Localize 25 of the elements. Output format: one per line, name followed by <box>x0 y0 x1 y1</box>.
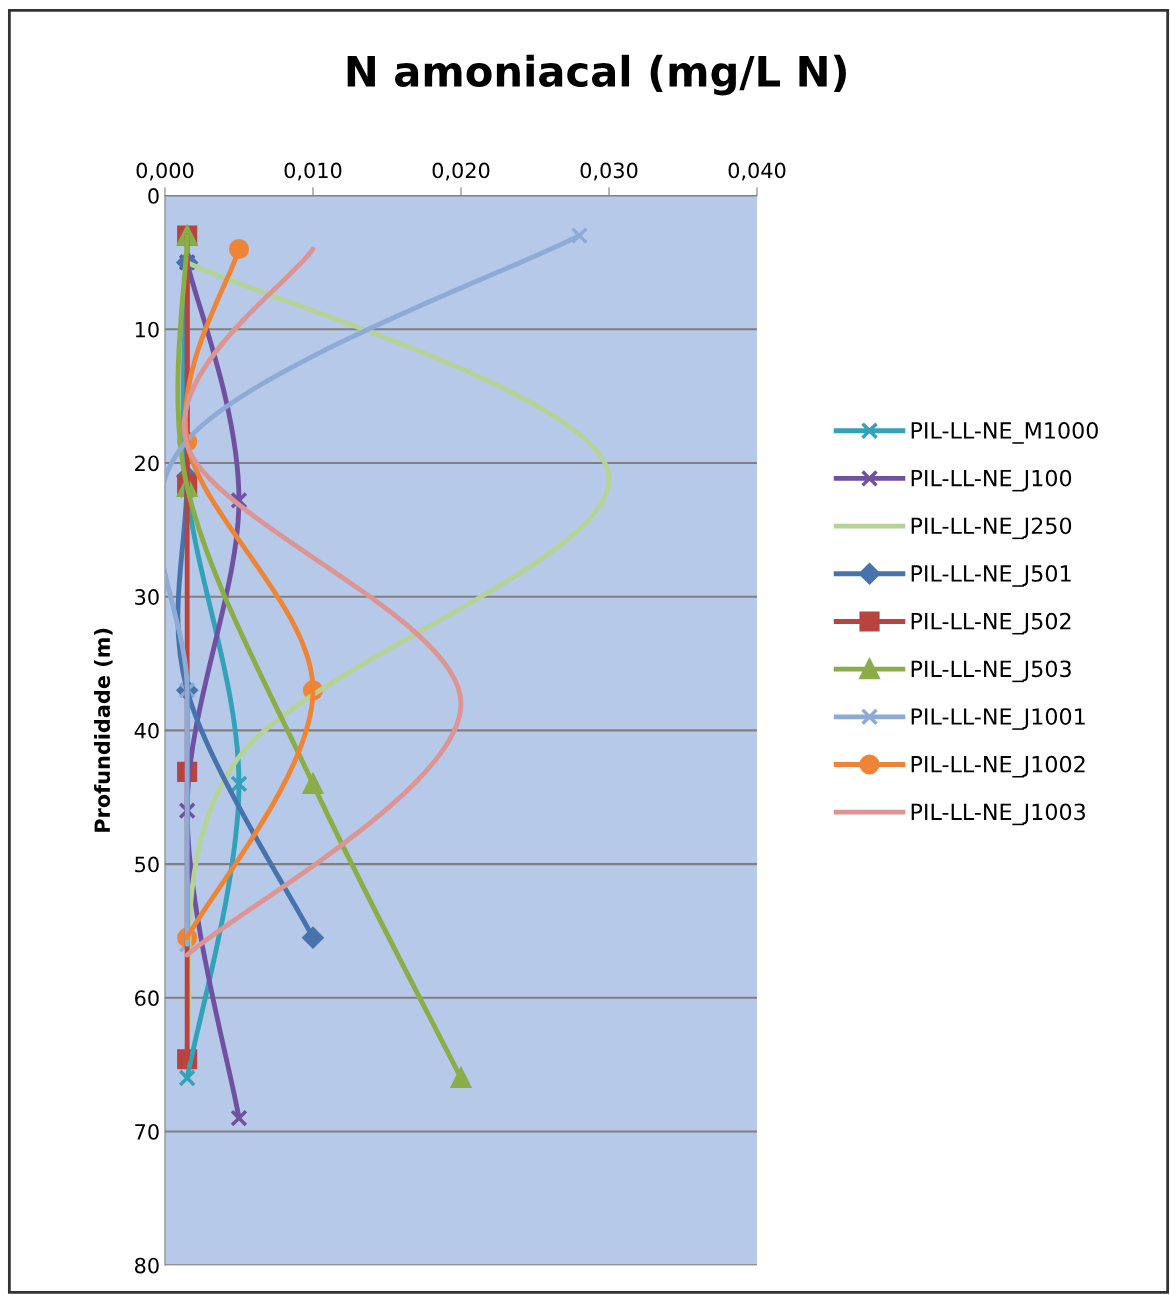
x-tick-label: 0,040 <box>728 162 786 181</box>
y-tick-label: 10 <box>135 321 159 338</box>
y-tick-label: 40 <box>134 722 159 739</box>
legend-label: PIL-LL-NE_J1003 <box>911 803 1085 826</box>
y-tick-label: 70 <box>135 1123 159 1140</box>
x-tick-label: 0,010 <box>284 162 342 181</box>
y-tick-label: 30 <box>135 589 159 605</box>
y-tick-label: 0 <box>148 188 159 204</box>
legend-label: PIL-LL-NE_J250 <box>911 517 1072 540</box>
legend-label: PIL-LL-NE_J503 <box>911 660 1071 683</box>
legend-label: PIL-LL-NE_J1001 <box>911 708 1085 730</box>
x-tick-label: 0,000 <box>136 162 194 181</box>
y-axis-title: Profundidade (m) <box>93 628 113 832</box>
legend-label: PIL-LL-NE_J100 <box>911 469 1072 492</box>
legend-label: PIL-LL-NE_J502 <box>911 612 1071 635</box>
legend-label: PIL-LL-NE_J1002 <box>911 755 1085 778</box>
y-tick-label: 20 <box>135 455 159 472</box>
x-tick-label: 0,020 <box>432 162 490 181</box>
y-tick-label: 50 <box>135 856 159 873</box>
x-tick-label: 0,030 <box>580 162 638 181</box>
y-tick-label: 80 <box>135 1257 159 1274</box>
legend-label: PIL-LL-NE_M1000 <box>911 422 1098 444</box>
y-tick-label: 60 <box>135 990 159 1007</box>
chart-title: N amoniacal (mg/L N) <box>347 54 846 96</box>
legend-label: PIL-LL-NE_J501 <box>911 565 1071 587</box>
